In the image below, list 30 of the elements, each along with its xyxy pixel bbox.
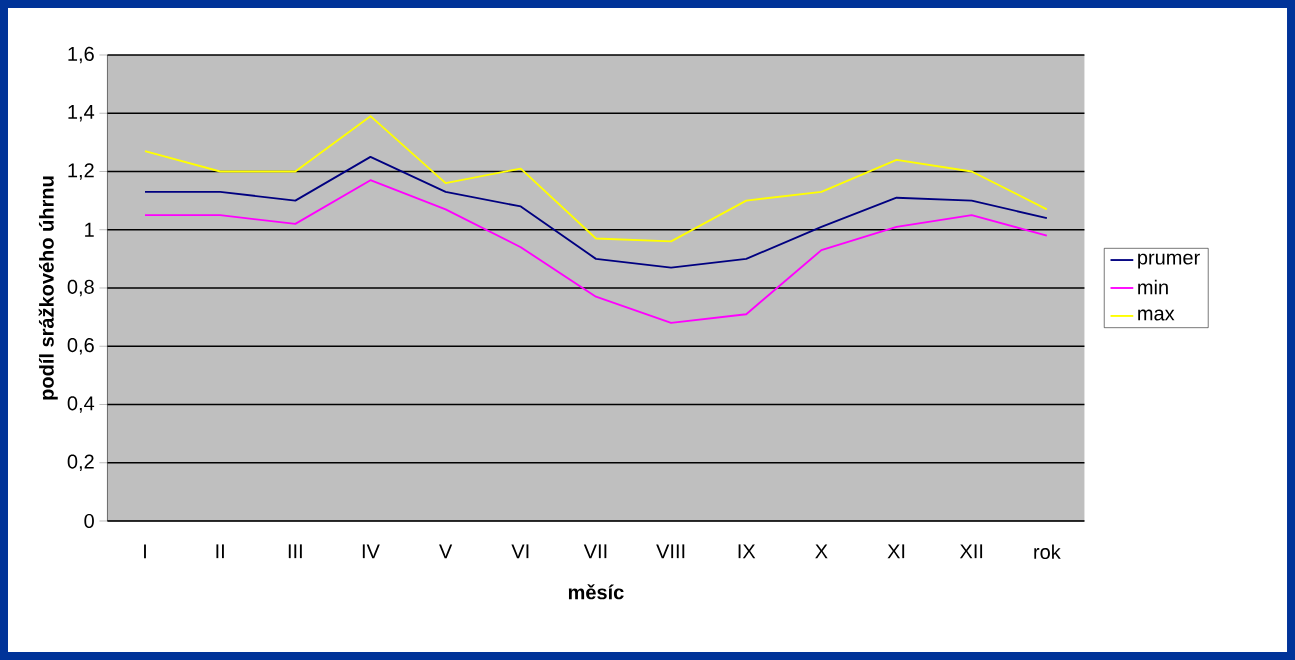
x-tick-label: I [144,544,146,559]
x-tick-label: VII [583,544,607,559]
x-tick-label: IV [362,544,380,559]
legend-label: prumer [1138,253,1200,269]
line-series [144,179,1048,324]
y-tick-label: 1,6 [68,46,94,64]
legend-label: max [1138,309,1175,321]
x-tick-label: X [815,544,828,559]
x-tick-label: III [288,544,302,559]
line-series [144,115,1048,243]
x-tick-label: II [216,544,224,559]
x-tick-label: VIII [656,544,685,559]
x-tick-label: IX [738,544,756,559]
y-tick-label: 0,8 [67,279,94,297]
x-tick-label: XII [959,544,983,559]
y-tick-label: 0,6 [67,337,94,355]
x-tick-label: VI [511,544,529,559]
y-tick-label: 1,2 [68,163,94,180]
y-tick-label: 1 [85,222,94,237]
line-series [144,155,1048,269]
x-axis-title: měsíc [568,584,624,600]
legend-label: min [1138,279,1168,295]
y-tick-label: 0,4 [67,396,95,413]
y-tick-label: 1,4 [68,105,95,122]
y-axis-title: podíl srážkového úhrnu [38,176,58,400]
x-tick-label: XI [887,544,905,559]
y-tick-label: 0 [84,513,94,529]
y-tick-label: 0,2 [67,454,94,471]
x-tick-label: rok [1034,544,1061,560]
x-tick-label: V [439,544,453,559]
